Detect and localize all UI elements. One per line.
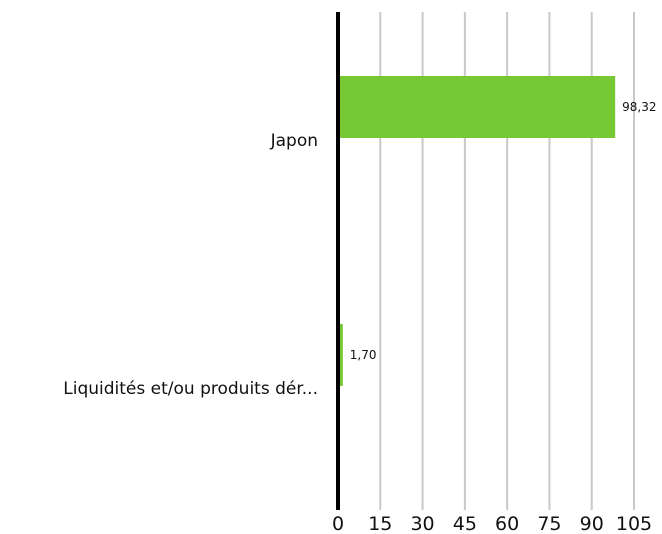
data-label: 1,70 [350,348,377,362]
x-tick-label: 105 [616,513,652,534]
category-label: Japon [270,131,318,151]
bars [338,76,616,386]
x-tick-label: 45 [453,513,477,534]
bar-1 [338,324,343,386]
x-tick-labels: 0 15 30 45 60 75 90 105 [332,513,652,534]
category-labels: Japon Liquidités et/ou produits dér... [63,131,318,399]
x-tick-label: 15 [368,513,392,534]
data-label: 98,32 [622,100,656,114]
x-tick-label: 30 [410,513,434,534]
x-tick-label: 0 [332,513,344,534]
category-label: Liquidités et/ou produits dér... [63,379,318,399]
data-labels: 98,32 1,70 [350,100,657,362]
x-tick-label: 75 [537,513,561,534]
x-tick-label: 90 [580,513,604,534]
x-tick-label: 60 [495,513,519,534]
bar-0 [338,76,616,138]
